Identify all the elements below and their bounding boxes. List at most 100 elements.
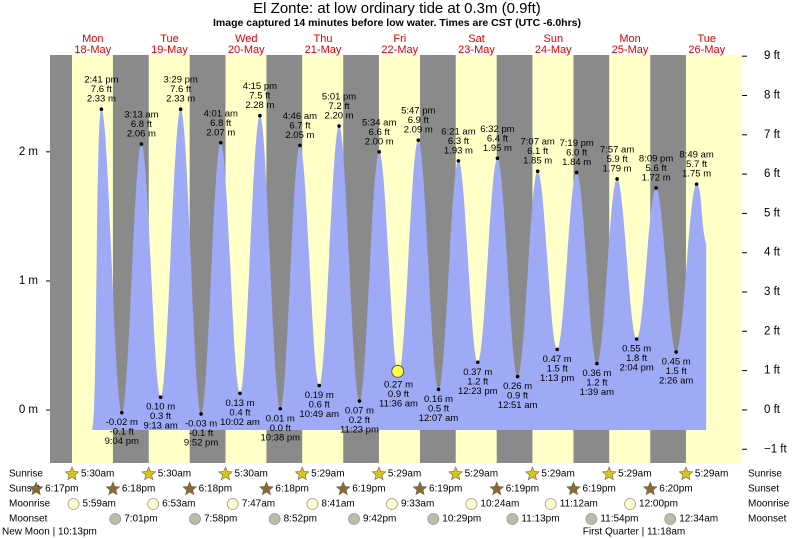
extreme-point	[158, 395, 163, 399]
astro-time: 5:30am	[158, 469, 191, 480]
moonset-icon	[506, 513, 519, 525]
moonrise-icon	[226, 498, 239, 510]
extreme-feet: 0.3 ft	[150, 411, 171, 422]
sunrise-icon	[525, 466, 540, 481]
extreme-time: 8:49 am	[679, 150, 713, 161]
astro-time: 9:33am	[401, 499, 434, 510]
y2-tick-label: 3 ft	[764, 286, 781, 298]
extreme-meters: -0.03 m	[185, 418, 217, 429]
extreme-point	[218, 140, 223, 145]
astro-time: 6:20pm	[659, 484, 692, 495]
astro-time: 5:29am	[311, 469, 344, 480]
extreme-feet: 1.5 ft	[666, 366, 687, 377]
extreme-point	[615, 177, 619, 181]
extreme-time: 3:13 am	[124, 110, 158, 121]
extreme-point	[238, 391, 242, 396]
astro-time: 12:34am	[679, 514, 718, 525]
extreme-point	[475, 360, 480, 365]
sunset-icon	[566, 481, 581, 496]
chart-title: El Zonte: at low ordinary tide at 0.3m (…	[253, 0, 541, 17]
extreme-time: 11:23 pm	[340, 425, 379, 436]
extreme-time: 5:34 am	[362, 117, 396, 128]
extreme-feet: -0.1 ft	[189, 428, 214, 439]
extreme-meters: 1.75 m	[682, 169, 711, 180]
moonset-icon	[348, 513, 360, 525]
y2-tick-label: 0 ft	[764, 404, 781, 416]
extreme-time: 4:46 am	[283, 111, 317, 122]
sunset-icon	[105, 481, 121, 496]
extreme-meters: 0.16 m	[424, 394, 453, 405]
extreme-meters: 0.27 m	[384, 380, 413, 391]
astro-time: 5:30am	[81, 469, 114, 480]
extreme-point	[694, 182, 699, 186]
extreme-time: 5:47 pm	[401, 106, 435, 117]
moonrise-icon	[544, 498, 557, 510]
extreme-point	[555, 347, 559, 352]
sunrise-icon	[601, 466, 617, 481]
extreme-time: 12:23 pm	[458, 386, 498, 397]
night	[50, 55, 72, 463]
extreme-time: 8:09 pm	[639, 154, 673, 165]
extreme-point	[377, 150, 382, 154]
astro-time: 10:24am	[480, 499, 519, 510]
astro-time: 11:54pm	[600, 514, 638, 525]
sunset-icon	[642, 481, 658, 496]
row-label: Sunset	[9, 484, 40, 495]
extreme-meters: 2.28 m	[245, 100, 274, 111]
extreme-meters: -0.02 m	[106, 417, 138, 428]
astro-time: 5:29am	[465, 469, 498, 480]
sunrise-icon	[371, 466, 387, 481]
extreme-meters: 0.01 m	[266, 413, 295, 424]
extreme-feet: 6.7 ft	[289, 120, 310, 131]
extreme-feet: 5.9 ft	[607, 154, 628, 165]
extreme-feet: 1.2 ft	[467, 376, 488, 387]
extreme-time: 6:32 pm	[480, 124, 514, 135]
extreme-point	[99, 107, 104, 112]
moonrise-icon	[624, 498, 636, 510]
sunrise-icon	[141, 466, 157, 481]
tide-layer	[91, 109, 707, 431]
extreme-meters: 2.07 m	[206, 127, 235, 138]
extreme-point	[119, 410, 124, 415]
moonset-icon	[664, 513, 677, 525]
sunrise-icon	[678, 466, 694, 481]
y-tick-label: 2 m	[19, 146, 38, 158]
extreme-point	[495, 156, 500, 161]
astro-time: 9:42pm	[363, 514, 396, 525]
extreme-time: 7:19 pm	[560, 138, 594, 149]
extreme-meters: 0.37 m	[463, 367, 492, 378]
row-label: Sunrise	[9, 469, 43, 480]
extreme-point	[416, 138, 421, 143]
extreme-point	[199, 412, 203, 416]
extreme-meters: 2.06 m	[127, 129, 156, 140]
y2-tick-label: 6 ft	[764, 168, 781, 180]
extreme-time: 4:01 am	[204, 108, 238, 119]
sunset-icon	[182, 481, 198, 496]
astro-time: 7:58pm	[204, 514, 237, 525]
extreme-point	[298, 143, 302, 148]
y-tick-label: 1 m	[19, 275, 38, 287]
y2-tick-label: 8 ft	[764, 90, 781, 102]
extreme-feet: 6.8 ft	[210, 118, 231, 129]
extreme-feet: 6.3 ft	[448, 136, 469, 147]
astro-time: 6:17pm	[45, 484, 78, 495]
astro-time: 6:19pm	[582, 484, 615, 495]
extreme-feet: -0.1 ft	[110, 427, 135, 438]
extreme-meters: 2.00 m	[365, 136, 394, 147]
extreme-meters: 2.20 m	[325, 111, 354, 122]
sunrise-icon	[448, 466, 464, 481]
extreme-time: 11:36 am	[379, 399, 418, 410]
moon-phase: First Quarter | 11:18am	[583, 527, 685, 538]
extreme-meters: 1.72 m	[642, 173, 671, 184]
extreme-meters: 2.33 m	[166, 94, 195, 105]
astro-time: 5:29am	[695, 469, 728, 480]
date-label: 18-May	[74, 44, 111, 56]
extreme-feet: 6.1 ft	[527, 146, 548, 157]
astro-time: 5:30am	[234, 469, 267, 480]
astro-time: 5:29am	[388, 469, 421, 480]
y2-tick-label: 1 ft	[764, 365, 781, 377]
astro-time: 6:53am	[162, 499, 195, 510]
extreme-meters: 1.85 m	[523, 156, 552, 167]
astro-time: 7:47am	[242, 499, 275, 510]
